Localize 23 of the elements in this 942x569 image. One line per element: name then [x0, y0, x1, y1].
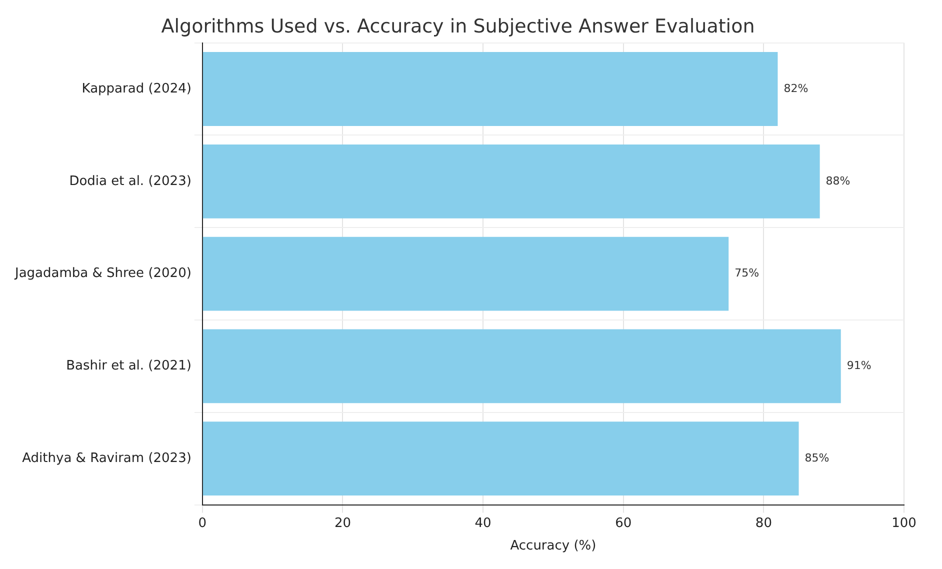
- x-axis-title: Accuracy (%): [510, 538, 596, 554]
- bar: [202, 422, 799, 496]
- x-tick-label: 100: [892, 516, 916, 531]
- data-label: 91%: [846, 359, 872, 372]
- data-label: 88%: [826, 174, 850, 188]
- y-tick-label: Kapparad (2024): [82, 81, 192, 96]
- data-label: 75%: [734, 266, 760, 280]
- x-tick-label: 40: [474, 516, 492, 531]
- bar: [202, 52, 778, 126]
- bar: [202, 236, 729, 311]
- data-label: 85%: [804, 451, 830, 464]
- y-tick-label: Adithya & Raviram (2023): [22, 450, 192, 466]
- chart-title: Algorithms Used vs. Accuracy in Subjective Answer Evaluation: [161, 15, 755, 38]
- x-tick-label: 80: [755, 516, 772, 531]
- y-tick-label: Jagadamba & Shree (2020): [14, 266, 192, 282]
- x-tick-label: 60: [615, 516, 632, 531]
- y-tick-label: Dodia et al. (2023): [69, 174, 192, 189]
- bar: [202, 144, 820, 218]
- x-tick-label: 20: [334, 516, 352, 531]
- bar: [202, 329, 841, 404]
- x-tick-label: 0: [198, 516, 207, 531]
- y-tick-label: Bashir et al. (2021): [66, 358, 192, 374]
- data-label: 82%: [784, 82, 808, 95]
